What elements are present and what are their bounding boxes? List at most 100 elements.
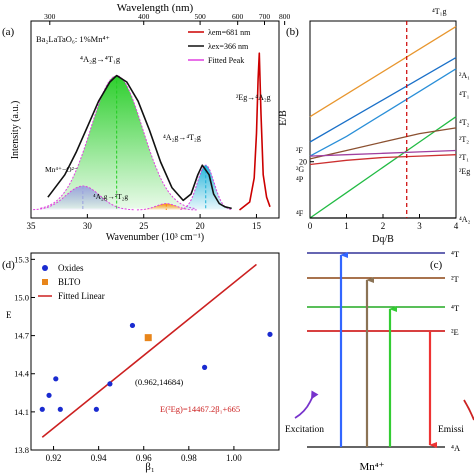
d-oxide-point-1 [46,392,52,398]
panel-a-sample-label: Ba₂LaTaO₆: 1%Mn⁴⁺ [36,34,110,44]
b-right-label-T1g: ⁴T₁g [432,7,446,16]
panel-c-label: (c) [430,259,443,271]
d-oxide-point-2 [53,376,59,382]
a-top-tick-label-4: 700 [259,12,271,21]
panel-c: (c) ⁴T ²T ⁴T ²E ⁴A Excitation Emissi Mn⁴… [285,249,474,473]
panel-a-top-axis-title: Wavelength (nm) [117,2,194,14]
mn4-label: Mn⁴⁺ [360,461,385,473]
panel-a: (a) Wavelength (nm) Wavenumber (10³ cm⁻¹… [2,2,291,243]
panel-a-label: (a) [2,26,15,38]
annot-charge: Mn⁴⁺−O²⁻ [45,165,78,174]
excitation-curl-arrow [294,395,314,419]
d-ytick-label-5: 15.3 [14,254,29,264]
annot-Eg: ²Eg→⁴A₂g [236,93,271,102]
panel-d-ticks: 0.92 0.94 0.96 0.98 1.00 13.8 14.1 14.4 14.7 15.0… [14,254,242,463]
b-xtick-label-0: 0 [308,221,313,231]
panel-b-ticks: 0 1 2 3 4 20 [299,158,459,231]
a-xtick-label-4: 15 [252,221,262,231]
panel-b-right-labels: ⁴T₁g ²A₁ ⁴T₁ ⁴T₂ ²T₂ ²T₁ ²Eg ⁴A₂ [432,7,471,224]
b-level-line-0 [309,26,457,118]
legend-oxides-swatch [42,265,48,271]
b-level-line-3 [309,116,457,219]
a-xtick-label-3: 20 [196,221,206,231]
panel-a-legend: λem=681 nm λex=366 nm Fitted Peak [188,28,251,65]
a-top-tick-label-5: 800 [279,12,291,21]
panel-a-frame [30,20,280,219]
panel-a-top-ticks: 300 400 500 600 700 800 [44,12,291,25]
d-xtick-label-1: 0.94 [91,453,107,463]
d-oxide-point-3 [57,406,63,412]
level-label-4T1: ⁴T [451,249,460,259]
b-xtick-label-4: 4 [454,221,459,231]
b-right-label-2T1: ²T₁ [459,153,469,162]
excitation-curl-head [311,390,319,400]
panel-d-legend: Oxides BLTO Fitted Linear [38,263,105,301]
legend-ex-label: λex=366 nm [208,42,249,51]
b-level-line-1 [309,57,457,143]
level-label-4A2: ⁴A [451,443,461,453]
panel-b: (b) E/B Dq/B 0 1 2 3 4 20 ⁴F ⁴P ²G ²F ⁴T₁g ²A… [278,7,471,245]
d-oxide-point-8 [267,331,273,337]
legend-blto-label: BLTO [58,277,81,287]
d-oxide-point-6 [129,322,136,329]
b-left-label-4P: ⁴P [296,175,304,184]
b-right-label-2T2: ²T₂ [459,135,469,144]
panel-a-fitted-peaks [32,75,232,211]
d-xtick-label-0: 0.92 [46,453,62,463]
emission-text: Emissi [438,425,464,435]
b-level-line-2 [309,68,457,157]
level-label-2Eg: ²E [451,327,459,337]
panel-b-lines [309,21,457,219]
legend-fit-label: Fitted Peak [208,56,244,65]
annot-T1g: ⁴A₂g→⁴T₁g [80,54,121,64]
d-oxide-point-0 [39,406,45,412]
panel-a-bottom-axis-title: Wavenumber (10³ cm⁻¹) [106,232,204,243]
panel-d-marks [39,263,273,438]
b-right-label-A1: ²A₁ [459,71,470,80]
a-top-tick-label-3: 600 [232,12,244,21]
panel-b-y-axis-title: E/B [278,110,289,126]
panel-d-y-axis-title: E [6,310,12,320]
b-right-label-Eg: ²Eg [459,167,470,176]
b-left-label-2G: ²G [296,165,304,174]
b-xtick-label-1: 1 [344,221,349,231]
annot-2T2g: ⁴A₂g→²T₂g [93,192,128,201]
annot-T2g: ⁴A₂g→⁴T₂g [163,133,201,142]
fit-equation: E(²Eg)=14467.2β₁+665 [160,404,240,414]
emission-curve [239,52,271,211]
a-xtick-label-1: 30 [83,221,93,231]
panel-a-bottom-ticks: 35 30 25 20 15 [27,214,262,231]
panel-d-x-axis-title: β₁ [145,461,155,473]
level-label-4T2: ⁴T [451,303,460,313]
b-xtick-label-3: 3 [417,221,422,231]
d-xtick-label-2: 0.96 [136,453,152,463]
a-top-tick-label-2: 500 [194,12,206,21]
excitation-curve [47,74,232,210]
b-left-label-2F: ²F [296,146,303,155]
d-xtick-label-3: 0.98 [181,453,197,463]
level-label-2T2: ²T [451,274,460,284]
panel-b-left-labels: ⁴F ⁴P ²G ²F [296,146,304,218]
blto-point-label: (0.962,14684) [135,377,183,387]
panel-b-x-axis-title: Dq/B [372,234,394,245]
legend-oxides-label: Oxides [58,263,84,273]
d-ytick-label-4: 15.0 [14,292,29,302]
d-oxide-point-4 [93,406,99,412]
panel-d-frame [30,252,280,451]
a-top-tick-label-1: 400 [138,12,150,21]
d-oxide-point-7 [202,364,208,370]
b-level-line-4 [309,127,457,160]
b-level-line-5 [309,149,457,157]
d-fit-line [41,263,257,438]
d-ytick-label-3: 14.7 [14,331,29,341]
a-xtick-label-0: 35 [27,221,37,231]
d-ytick-label-2: 14.4 [14,369,30,379]
d-blto-point [144,334,152,342]
panel-b-label: (b) [286,26,299,38]
b-right-label-T2: ⁴T₂ [459,118,470,127]
b-right-label-A2: ⁴A₂ [459,215,471,224]
d-ytick-label-1: 14.1 [14,407,29,417]
panel-d-label: (d) [2,259,15,271]
a-xtick-label-2: 25 [139,221,149,231]
